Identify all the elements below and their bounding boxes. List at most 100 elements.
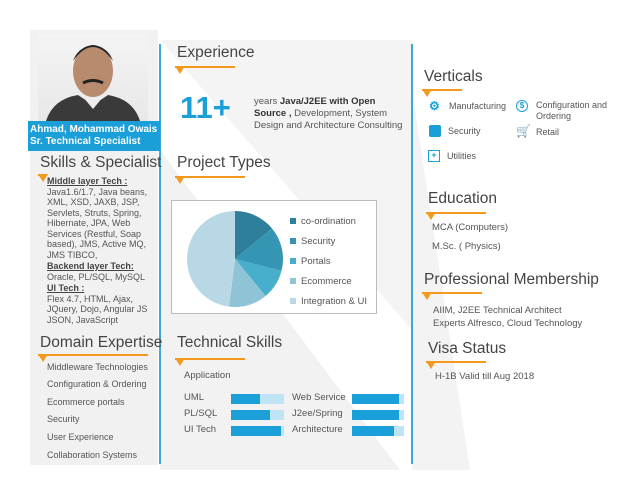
middle-line: based), JMS, Active MQ, xyxy=(47,239,147,249)
plus-box-icon: + xyxy=(428,150,440,162)
skill-label: PL/SQL xyxy=(184,408,218,419)
skill-label: Architecture xyxy=(292,424,343,435)
visa-text: H-1B Valid till Aug 2018 xyxy=(435,371,535,382)
skill-label: UI Tech xyxy=(184,424,217,435)
profile-photo xyxy=(38,33,148,121)
pie-chart xyxy=(186,211,283,307)
skill-bar xyxy=(352,410,404,420)
domain-heading: Domain Expertise xyxy=(40,334,163,351)
cart-icon: 🛒 xyxy=(516,124,531,138)
domain-item: Collaboration Systems xyxy=(47,450,138,460)
domain-item: User Experience xyxy=(47,432,114,442)
legend-swatch xyxy=(290,238,296,244)
skill-bar-fill xyxy=(352,410,399,420)
skill-label: J2ee/Spring xyxy=(292,408,343,419)
middle-line: XML, XSD, JAXB, JSP, xyxy=(47,197,140,207)
pie-legend: co-ordination Security Portals Ecommerce Int… xyxy=(290,211,367,311)
legend-label: Portals xyxy=(301,255,331,267)
vertical-item: Manufacturing xyxy=(449,101,507,111)
legend-item: Security xyxy=(290,231,367,251)
vertical-item: Configuration and Ordering xyxy=(536,100,608,121)
legend-item: Portals xyxy=(290,251,367,271)
domain-item: Configuration & Ordering xyxy=(47,379,147,389)
education-arrow xyxy=(426,212,486,220)
domain-item: Security xyxy=(47,414,80,424)
experience-description: years Java/J2EE with Open Source , Devel… xyxy=(254,96,409,132)
technical-arrow xyxy=(175,358,245,366)
verticals-arrow xyxy=(422,89,462,97)
visa-heading: Visa Status xyxy=(428,340,507,357)
vertical-item: Utilities xyxy=(447,151,477,161)
skill-bar xyxy=(352,394,404,404)
skill-bar-fill xyxy=(352,394,399,404)
legend-label: Ecommerce xyxy=(301,275,352,287)
application-label: Application xyxy=(184,370,231,381)
middle-line: Services (Restful, Soap xyxy=(47,228,142,239)
skill-bar-fill xyxy=(231,394,261,404)
desc-bold: Java/J2EE with Open Source , xyxy=(254,96,376,119)
skill-label: Web Service xyxy=(292,392,346,403)
dollar-icon: $ xyxy=(516,100,528,112)
vertical-item: Retail xyxy=(536,127,560,137)
profile-name: Ahmad, Mohammad Owais xyxy=(30,124,158,135)
vertical-item: Security xyxy=(448,126,481,136)
skills-list: Middle layer Tech : Java1.6/1.7, Java be… xyxy=(47,176,147,325)
legend-label: Security xyxy=(301,235,336,247)
verticals-heading: Verticals xyxy=(424,68,483,85)
education-heading: Education xyxy=(428,190,497,207)
legend-swatch xyxy=(290,298,296,304)
backend-label: Backend layer Tech: xyxy=(47,261,134,271)
skill-bar xyxy=(231,410,284,420)
middle-layer-label: Middle layer Tech : xyxy=(47,176,128,186)
profile-title: Sr. Technical Specialist xyxy=(30,136,141,147)
education-item: M.Sc. ( Physics) xyxy=(432,241,501,252)
legend-swatch xyxy=(290,278,296,284)
domain-item: Middleware Technologies xyxy=(47,362,148,372)
skill-bar-fill xyxy=(352,426,394,436)
pie-chart-box: co-ordination Security Portals Ecommerce Int… xyxy=(171,200,377,314)
visa-arrow xyxy=(426,361,486,369)
years-count: 11+ xyxy=(180,90,231,125)
legend-label: co-ordination xyxy=(301,215,356,227)
divider-right xyxy=(411,44,413,464)
education-item: MCA (Computers) xyxy=(432,222,509,233)
ui-line: JSON, JavaScript xyxy=(47,314,119,325)
ui-line: JQuery, Dojo, Angular JS xyxy=(47,304,148,314)
skills-heading: Skills & Specialist xyxy=(40,154,162,171)
legend-label: Integration & UI xyxy=(301,295,368,307)
desc-pre: years xyxy=(254,96,280,107)
backend-line: Oracle, PL/SQL, MySQL xyxy=(47,271,146,282)
legend-item: co-ordination xyxy=(290,211,367,231)
pie-slice-ecommerce xyxy=(228,259,266,307)
middle-line: Java1.6/1.7, Java beans, xyxy=(47,186,148,197)
legend-swatch xyxy=(290,258,296,264)
domain-arrow xyxy=(38,354,148,362)
middle-line: Hibernate, JPA, Web xyxy=(47,218,131,228)
building-icon xyxy=(429,125,441,137)
skill-bar xyxy=(231,426,284,436)
legend-item: Integration & UI xyxy=(290,291,367,311)
skill-bar xyxy=(352,426,404,436)
membership-line: Experts Alfresco, Cloud Technology xyxy=(433,318,583,329)
middle-line: Servlets, Struts, Spring, xyxy=(47,207,142,218)
technical-heading: Technical Skills xyxy=(177,334,283,351)
gears-icon: ⚙ xyxy=(429,99,440,113)
name-banner: Ahmad, Mohammad Owais Sr. Technical Spec… xyxy=(28,121,160,151)
membership-heading: Professional Membership xyxy=(424,271,599,288)
experience-arrow xyxy=(175,66,235,74)
desc-post: Development, System Design and Architect… xyxy=(254,108,403,131)
pie-slice-integration-ui xyxy=(186,211,235,307)
ui-line: Flex 4.7, HTML, Ajax, xyxy=(47,293,134,304)
skill-bar-fill xyxy=(231,426,282,436)
pie-slice-security xyxy=(235,228,283,271)
skills-arrow xyxy=(38,174,48,182)
legend-swatch xyxy=(290,218,296,224)
skill-bar-fill xyxy=(231,410,270,420)
project-types-arrow xyxy=(175,176,245,184)
domain-item: Ecommerce portals xyxy=(47,397,125,407)
skill-bar xyxy=(231,394,284,404)
ui-label: UI Tech : xyxy=(47,283,85,293)
pie-slice-co-ordination xyxy=(235,211,272,259)
divider-left xyxy=(159,44,161,464)
membership-arrow xyxy=(422,292,482,300)
